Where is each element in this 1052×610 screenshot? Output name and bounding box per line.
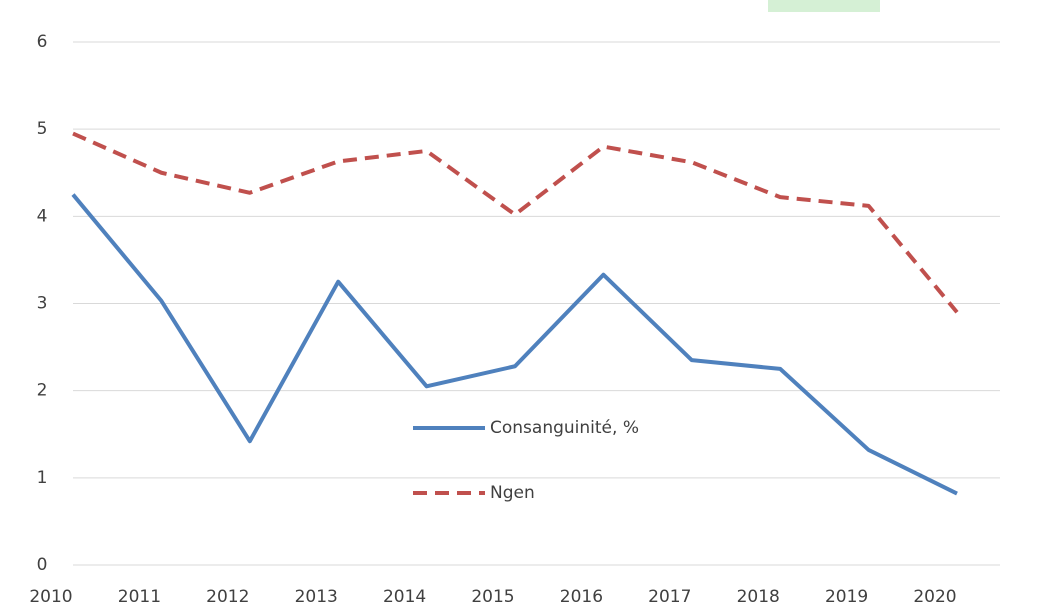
y-tick-label: 6 — [37, 32, 48, 52]
highlight — [768, 0, 880, 12]
legend-label: Consanguinité, % — [490, 418, 639, 438]
x-tick-label: 2020 — [913, 587, 956, 607]
y-tick-label: 4 — [37, 206, 48, 226]
legend-label: Ngen — [490, 483, 535, 503]
y-tick-label: 1 — [37, 468, 48, 488]
y-tick-label: 0 — [37, 555, 48, 575]
series-line — [72, 131, 959, 314]
x-tick-label: 2013 — [295, 587, 338, 607]
y-tick-label: 5 — [37, 119, 48, 139]
x-tick-label: 2011 — [118, 587, 161, 607]
series-line — [71, 193, 958, 496]
x-tick-label: 2012 — [206, 587, 249, 607]
x-tick-label: 2014 — [383, 587, 426, 607]
x-tick-label: 2010 — [29, 587, 72, 607]
y-tick-label: 2 — [37, 381, 48, 401]
x-tick-label: 2017 — [648, 587, 691, 607]
x-tick-label: 2016 — [560, 587, 603, 607]
x-tick-label: 2015 — [471, 587, 514, 607]
x-tick-label: 2019 — [825, 587, 868, 607]
x-tick-label: 2018 — [737, 587, 780, 607]
y-tick-label: 3 — [37, 294, 48, 314]
